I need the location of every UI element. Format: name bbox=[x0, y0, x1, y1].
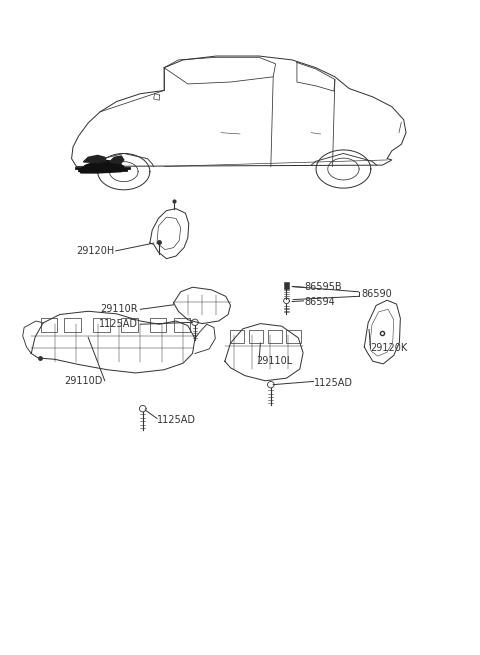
Text: 29120K: 29120K bbox=[371, 343, 408, 353]
Text: 29120H: 29120H bbox=[76, 246, 114, 256]
Polygon shape bbox=[109, 156, 124, 164]
Bar bbox=[267, 330, 282, 343]
Polygon shape bbox=[84, 155, 106, 162]
Bar bbox=[229, 330, 244, 343]
Text: 86595B: 86595B bbox=[304, 282, 342, 292]
Text: 1125AD: 1125AD bbox=[99, 319, 138, 329]
Text: 1125AD: 1125AD bbox=[157, 415, 196, 424]
Bar bbox=[284, 282, 289, 289]
Bar bbox=[174, 318, 190, 332]
Text: 29110L: 29110L bbox=[257, 356, 293, 366]
Text: 86594: 86594 bbox=[304, 297, 335, 307]
Bar bbox=[121, 318, 138, 332]
Text: 86590: 86590 bbox=[361, 290, 392, 299]
Bar bbox=[93, 318, 109, 332]
Bar bbox=[150, 318, 167, 332]
Text: 29110R: 29110R bbox=[100, 305, 138, 314]
Polygon shape bbox=[79, 160, 124, 173]
Bar bbox=[249, 330, 263, 343]
Text: 1125AD: 1125AD bbox=[313, 378, 352, 388]
Bar bbox=[287, 330, 301, 343]
Bar bbox=[41, 318, 57, 332]
Text: 29110D: 29110D bbox=[64, 376, 102, 386]
Bar bbox=[64, 318, 81, 332]
